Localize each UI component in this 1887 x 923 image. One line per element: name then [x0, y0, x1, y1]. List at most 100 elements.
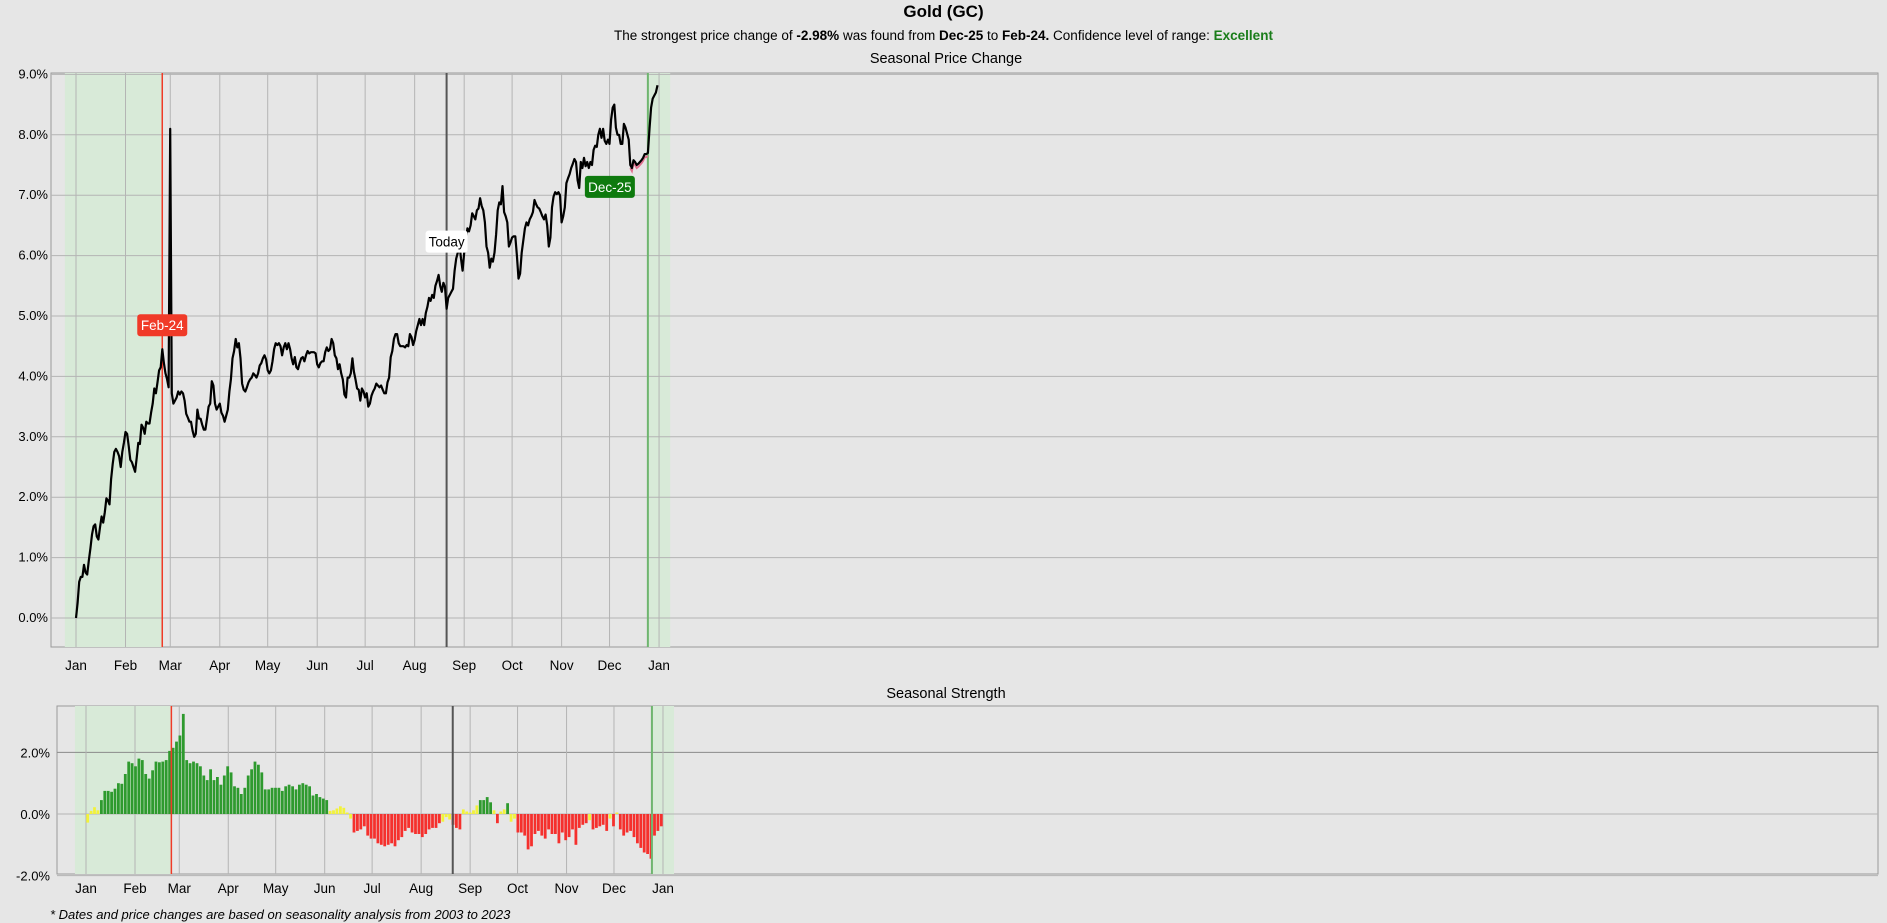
strength-bar	[516, 814, 520, 833]
strength-bar	[219, 784, 223, 814]
chart-subtitle: The strongest price change of -2.98% was…	[0, 28, 1887, 43]
strength-bar	[352, 814, 356, 833]
strength-bar	[386, 814, 390, 845]
strength-bar	[438, 814, 441, 824]
strength-bar	[407, 814, 410, 828]
strength-bar	[345, 812, 349, 814]
strength-bar	[642, 814, 646, 853]
price-y-tick-label: 4.0%	[18, 368, 48, 383]
strength-bar	[311, 795, 315, 814]
strength-bar	[205, 780, 209, 814]
range-end: Feb-24.	[1002, 28, 1050, 43]
strength-bar	[110, 791, 113, 814]
strength-bar	[537, 814, 540, 831]
strength-bar	[397, 814, 400, 841]
strength-bar	[287, 784, 291, 814]
strength-bar	[420, 814, 424, 838]
strength-bar	[509, 814, 513, 822]
price-x-tick-label: Mar	[159, 658, 183, 673]
strength-x-tick-label: Oct	[507, 881, 528, 896]
strength-bar	[328, 810, 332, 814]
strength-bar	[277, 787, 281, 814]
strength-x-tick-label: Jan	[652, 881, 674, 896]
strength-bar	[496, 814, 499, 824]
strength-bar	[89, 810, 93, 814]
strength-bar	[424, 814, 428, 834]
strength-bar	[523, 814, 527, 836]
strength-bar	[530, 814, 533, 847]
strength-bar	[335, 808, 339, 814]
strength-bar	[465, 811, 469, 814]
strength-bar	[458, 814, 462, 830]
strength-bar	[226, 766, 230, 814]
strength-bar	[379, 814, 383, 845]
strength-bar	[547, 814, 550, 830]
feb-24-label: Feb-24	[141, 318, 184, 333]
strength-bar	[629, 814, 632, 831]
strength-bar	[533, 814, 537, 834]
strength-bar	[571, 814, 574, 830]
strength-bar	[362, 814, 366, 827]
strength-bar	[646, 814, 649, 854]
strength-bar	[659, 814, 663, 827]
strength-y-tick-label: 2.0%	[20, 745, 50, 760]
strength-bar	[564, 814, 568, 841]
strength-bar	[485, 797, 489, 814]
price-change-chart-title: Seasonal Price Change	[870, 51, 1022, 67]
strength-bar	[577, 814, 581, 828]
strength-bar	[151, 770, 154, 814]
strength-bar	[499, 811, 503, 814]
strength-bar	[359, 814, 363, 830]
strength-bar	[96, 810, 100, 814]
strength-bar	[608, 814, 612, 819]
strength-bar	[325, 800, 329, 814]
subtitle-mid1: was found from	[839, 28, 939, 43]
strength-bar	[229, 772, 233, 814]
price-x-tick-label: Jan	[65, 658, 87, 673]
strength-bar	[393, 814, 397, 847]
strength-bar	[106, 790, 110, 814]
strength-bar	[243, 787, 247, 814]
strength-bar	[202, 775, 206, 814]
strength-bar	[168, 750, 171, 814]
price-y-tick-label: 7.0%	[18, 187, 48, 202]
price-y-tick-label: 2.0%	[18, 489, 48, 504]
strength-bar	[400, 814, 404, 838]
price-x-tick-label: Dec	[598, 658, 622, 673]
strength-bar	[540, 814, 544, 836]
strength-bar	[260, 772, 264, 814]
strength-bar	[250, 769, 253, 814]
strength-bar	[199, 766, 202, 814]
strength-bar	[472, 810, 475, 814]
strength-bar	[140, 760, 144, 814]
change-value: -2.98%	[796, 28, 840, 43]
strength-bar	[403, 814, 407, 831]
strength-bar	[468, 812, 472, 814]
strength-bar	[653, 814, 656, 836]
strength-bar	[130, 763, 134, 814]
strength-bar	[304, 784, 308, 814]
strength-bar	[100, 800, 103, 814]
strength-bar	[93, 807, 96, 814]
strength-bar	[342, 807, 346, 814]
strength-bar	[298, 784, 301, 814]
strength-bar	[195, 763, 199, 814]
strength-bar	[434, 814, 438, 828]
strength-bar	[257, 764, 260, 814]
feb-24-label-box	[137, 314, 188, 337]
strength-bar	[356, 814, 359, 831]
strength-bar	[554, 814, 557, 834]
strength-bar	[567, 814, 571, 838]
chart-title: Gold (GC)	[903, 2, 984, 21]
strength-x-tick-label: Jul	[363, 881, 380, 896]
strength-bar	[506, 803, 509, 814]
strength-bar	[369, 814, 373, 839]
strength-bar	[171, 747, 175, 814]
strength-bar	[222, 775, 226, 814]
price-x-tick-label: Sep	[452, 658, 476, 673]
price-change-plot: 0.0% 1.0% 2.0% 3.0% 4.0% 5.0% 6.0% 7.0% 8.0% 9.0%…	[18, 66, 1879, 673]
strength-x-tick-label: Sep	[458, 881, 482, 896]
strength-bar	[410, 814, 414, 833]
strength-bar	[209, 769, 212, 814]
strength-bar	[154, 761, 158, 814]
